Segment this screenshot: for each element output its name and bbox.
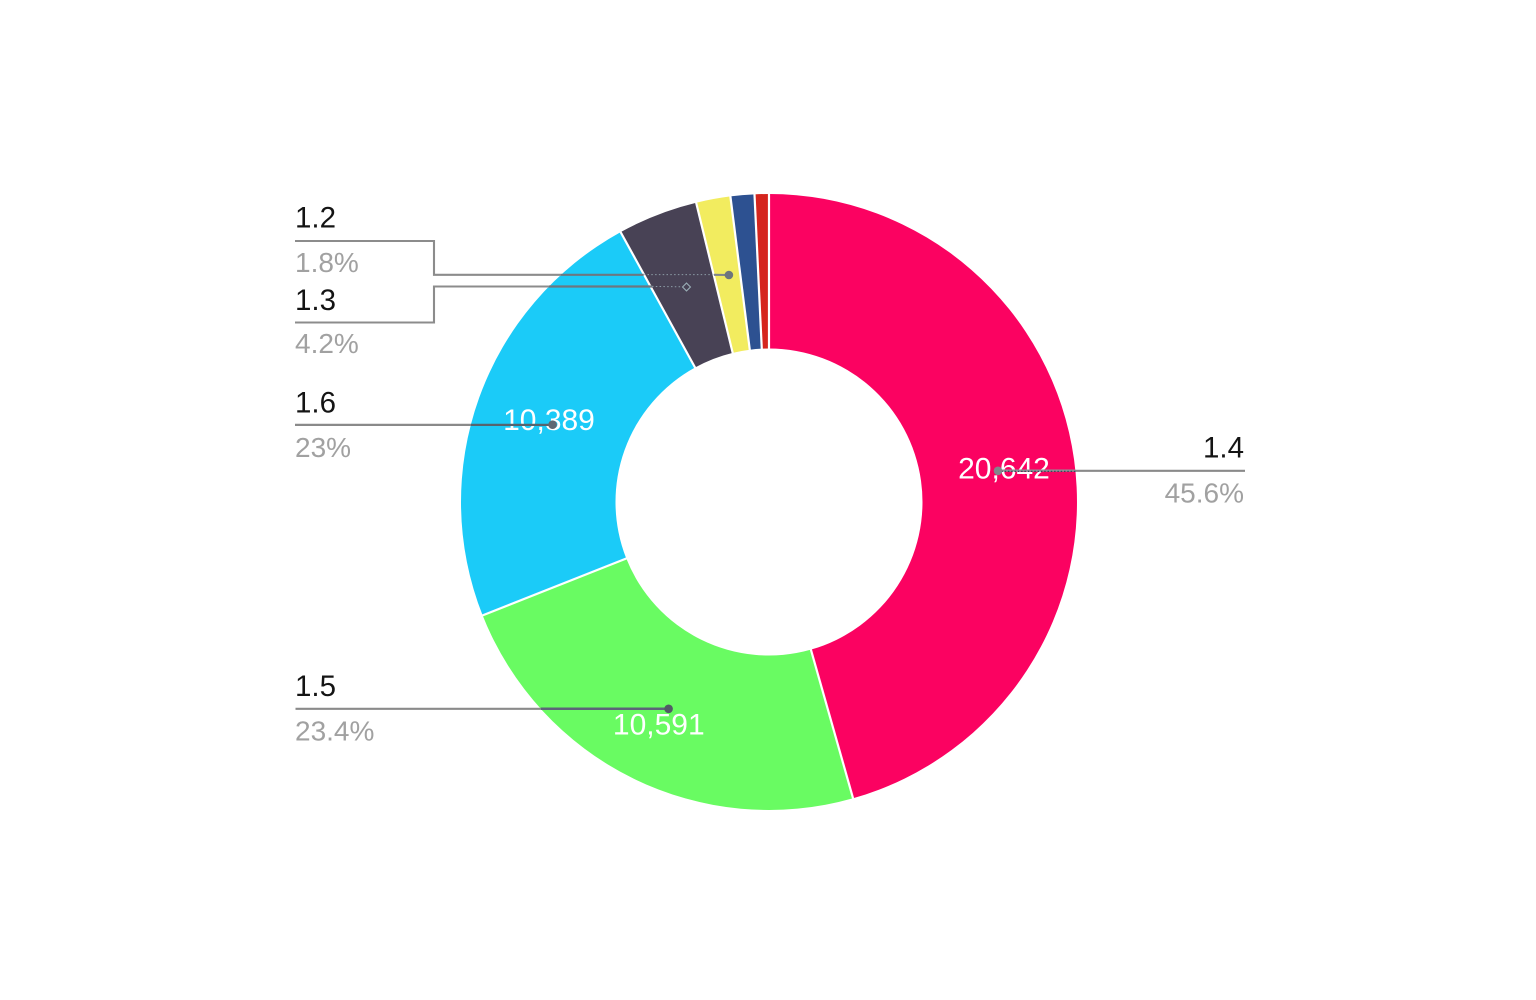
svg-text:1.8%: 1.8% [295,247,359,278]
svg-text:1.5: 1.5 [295,670,336,703]
svg-text:10,591: 10,591 [613,709,705,742]
svg-text:23.4%: 23.4% [295,716,374,747]
svg-text:20,642: 20,642 [958,453,1050,486]
svg-text:10,389: 10,389 [503,404,595,437]
svg-text:23%: 23% [295,432,351,463]
svg-text:4.2%: 4.2% [295,328,359,359]
svg-text:45.6%: 45.6% [1165,477,1244,508]
svg-text:1.3: 1.3 [295,284,336,317]
svg-text:1.2: 1.2 [295,201,336,234]
svg-text:1.6: 1.6 [295,387,336,420]
svg-text:1.4: 1.4 [1203,432,1244,465]
